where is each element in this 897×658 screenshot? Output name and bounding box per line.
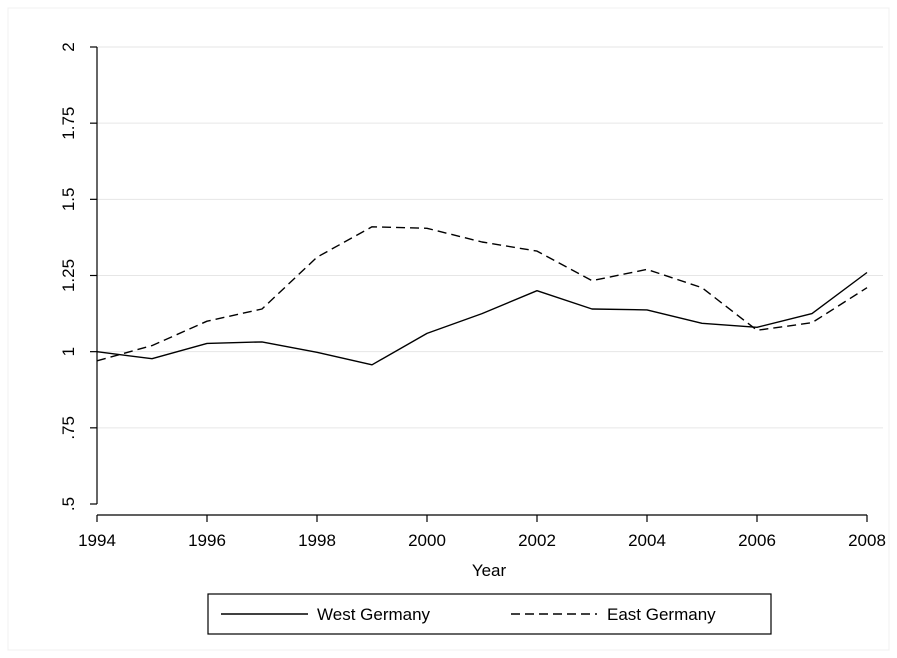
series-lines (96, 226, 868, 366)
legend-label: West Germany (317, 605, 431, 624)
y-tick-label: 1 (59, 347, 78, 356)
y-tick-label: 2 (59, 42, 78, 51)
x-tick-label: 2006 (738, 531, 776, 550)
y-tick-label: .5 (59, 497, 78, 511)
x-tick-label: 1998 (298, 531, 336, 550)
y-tick-label: 1.75 (59, 107, 78, 140)
y-tick-label: 1.5 (59, 188, 78, 212)
x-tick-label: 1996 (188, 531, 226, 550)
plot-frame (7, 7, 890, 651)
x-tick-label: 2000 (408, 531, 446, 550)
series-line-west-germany (96, 271, 868, 366)
x-tick-label: 2004 (628, 531, 666, 550)
x-tick-label: 1994 (78, 531, 116, 550)
grid (97, 46, 883, 429)
axes: .5 .75 1 1.25 1.5 1.75 2 1994 1996 1998 2000 2002 20… (59, 42, 886, 550)
y-tick-label: 1.25 (59, 259, 78, 292)
y-tick-label: .75 (59, 416, 78, 440)
legend: West Germany East Germany (207, 593, 772, 635)
x-tick-label: 2002 (518, 531, 556, 550)
x-axis-title: Year (472, 561, 507, 580)
series-line-east-germany (96, 226, 868, 362)
x-tick-label: 2008 (848, 531, 886, 550)
legend-label: East Germany (607, 605, 716, 624)
